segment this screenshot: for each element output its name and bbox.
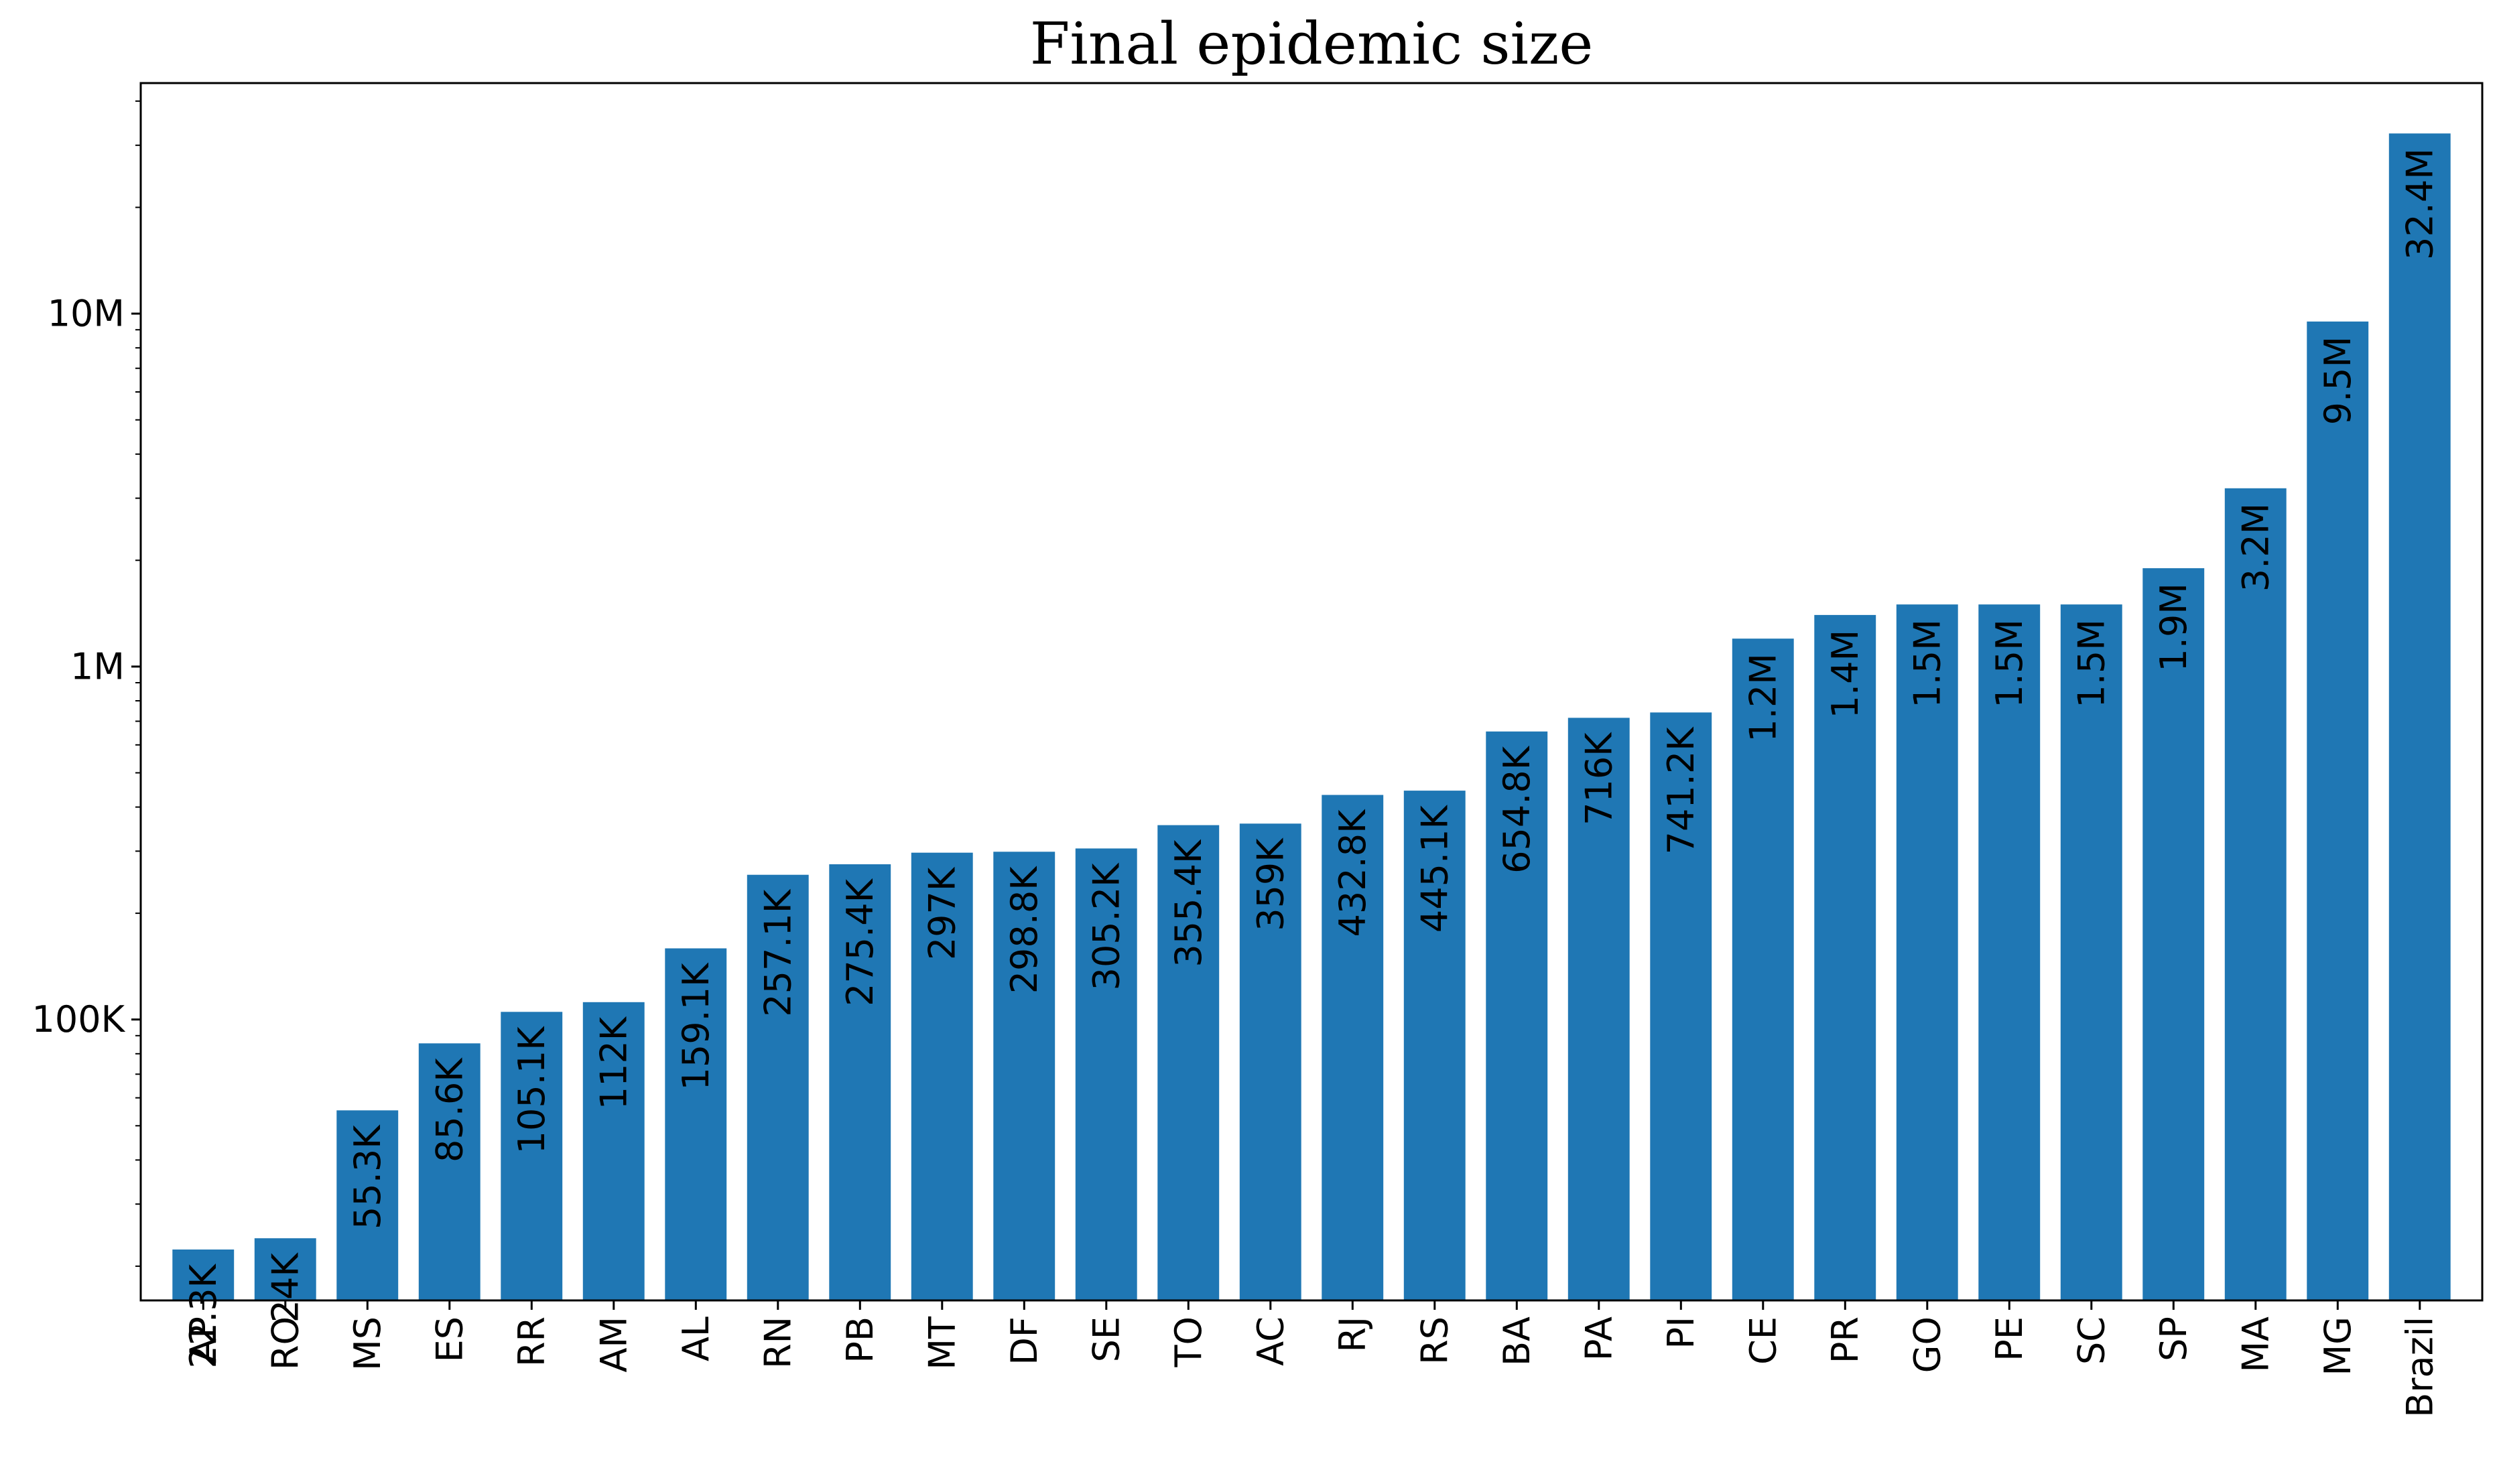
x-tick-label: PI [1660,1317,1702,1349]
bar-value-label: 1.5M [2070,619,2112,707]
bar-rr [501,1012,563,1300]
x-tick-label: CE [1742,1317,1784,1365]
bar-value-label: 55.3K [346,1124,389,1229]
bar-value-label: 716K [1578,732,1620,825]
x-tick-label: SC [2070,1317,2112,1365]
x-tick-label: SE [1085,1317,1127,1362]
bar-rn [747,874,809,1300]
bar-brazil [2388,133,2451,1301]
bar-pe [1978,604,2041,1301]
y-tick-label: 10M [48,293,125,335]
x-tick-label: PE [1988,1317,2031,1361]
bar-value-label: 105.1K [511,1026,553,1154]
bar-value-label: 359K [1249,837,1291,931]
y-tick-label: 1M [70,645,125,687]
bar-value-label: 298.8K [1003,866,1045,994]
x-tick-label: RN [757,1317,799,1369]
x-tick-label: DF [1003,1317,1045,1365]
x-tick-label: MS [346,1317,389,1371]
x-tick-label: RR [511,1317,553,1367]
x-tick-label: RS [1413,1317,1456,1365]
bar-ms [336,1110,399,1300]
bar-value-label: 3.2M [2234,503,2277,592]
bar-to [1157,825,1220,1300]
x-tick-label: RO [264,1317,306,1370]
x-tick-label: AL [675,1317,717,1361]
bar-value-label: 257.1K [757,888,799,1017]
bar-value-label: 9.5M [2317,336,2359,425]
bar-value-label: 112K [592,1016,635,1109]
bar-labels-group: 22.3K 24K 55.3K 85.6K 105.1K 112K 159.1K 257.1K… [182,148,2441,1368]
bar-value-label: 741.2K [1660,726,1702,855]
x-tick-label: PA [1578,1317,1620,1361]
bar-ma [2224,488,2287,1300]
bar-value-label: 432.8K [1332,809,1374,937]
x-tick-label: AM [592,1317,635,1373]
bar-value-label: 445.1K [1413,805,1456,933]
x-tick-label: SP [2153,1317,2195,1361]
x-tick-label: Brazil [2398,1317,2441,1418]
bar-se [1075,848,1137,1300]
x-tick-label: PB [839,1317,881,1363]
bar-ce [1732,638,1794,1300]
bar-mt [911,852,973,1300]
bar-value-label: 305.2K [1085,862,1127,991]
bar-value-label: 1.5M [1906,619,1948,707]
bar-am [582,1002,645,1300]
bar-ap [172,1250,235,1300]
x-tick-label: BA [1496,1317,1538,1366]
bar-value-label: 1.2M [1742,653,1784,742]
bar-mg [2307,321,2369,1300]
bars-group [172,133,2451,1301]
bar-pi [1650,712,1712,1300]
x-tick-label: MG [2317,1317,2359,1375]
bar-value-label: 22.3K [182,1263,225,1368]
x-tick-label: ES [428,1317,470,1362]
bar-pb [829,864,891,1300]
chart-title: Final epidemic size [1030,11,1593,78]
x-tick-label: AC [1249,1317,1291,1366]
bar-df [993,852,1055,1300]
x-tick-label: AP [182,1317,225,1363]
bar-pr [1814,614,1876,1300]
bar-ac [1239,823,1301,1300]
x-axis: AP RO MS ES RR AM AL RN PB MT DF SE TO AC RJ RS BA PA PI CE… [182,1300,2441,1418]
y-tick-label: 100K [32,998,126,1040]
x-tick-label: RJ [1332,1317,1374,1352]
bar-sp [2142,568,2205,1300]
bar-value-label: 85.6K [428,1057,470,1162]
bar-ro [254,1238,316,1300]
y-axis: 100K 1M 10M [32,100,141,1267]
bar-go [1896,604,1958,1301]
bar-es [418,1043,480,1300]
bar-value-label: 1.4M [1824,630,1866,718]
x-tick-label: MT [921,1316,963,1370]
bar-value-label: 355.4K [1167,839,1210,967]
x-tick-label: GO [1906,1317,1948,1373]
bar-sc [2060,604,2122,1301]
bar-value-label: 1.5M [1988,619,2031,707]
bar-value-label: 654.8K [1496,745,1538,874]
bar-value-label: 275.4K [839,878,881,1006]
bar-rs [1403,791,1466,1300]
bar-al [665,948,727,1300]
bar-value-label: 159.1K [675,962,717,1091]
bar-rj [1322,795,1384,1300]
bar-value-label: 297K [921,866,963,960]
bar-ba [1486,731,1548,1300]
bar-value-label: 24K [264,1252,306,1323]
bar-value-label: 1.9M [2153,583,2195,671]
x-tick-label: PR [1824,1317,1866,1363]
plot-frame [139,82,2484,1302]
x-tick-label: TO [1167,1317,1210,1368]
bar-pa [1567,718,1630,1300]
bar-value-label: 32.4M [2398,148,2441,260]
x-tick-label: MA [2234,1317,2277,1373]
